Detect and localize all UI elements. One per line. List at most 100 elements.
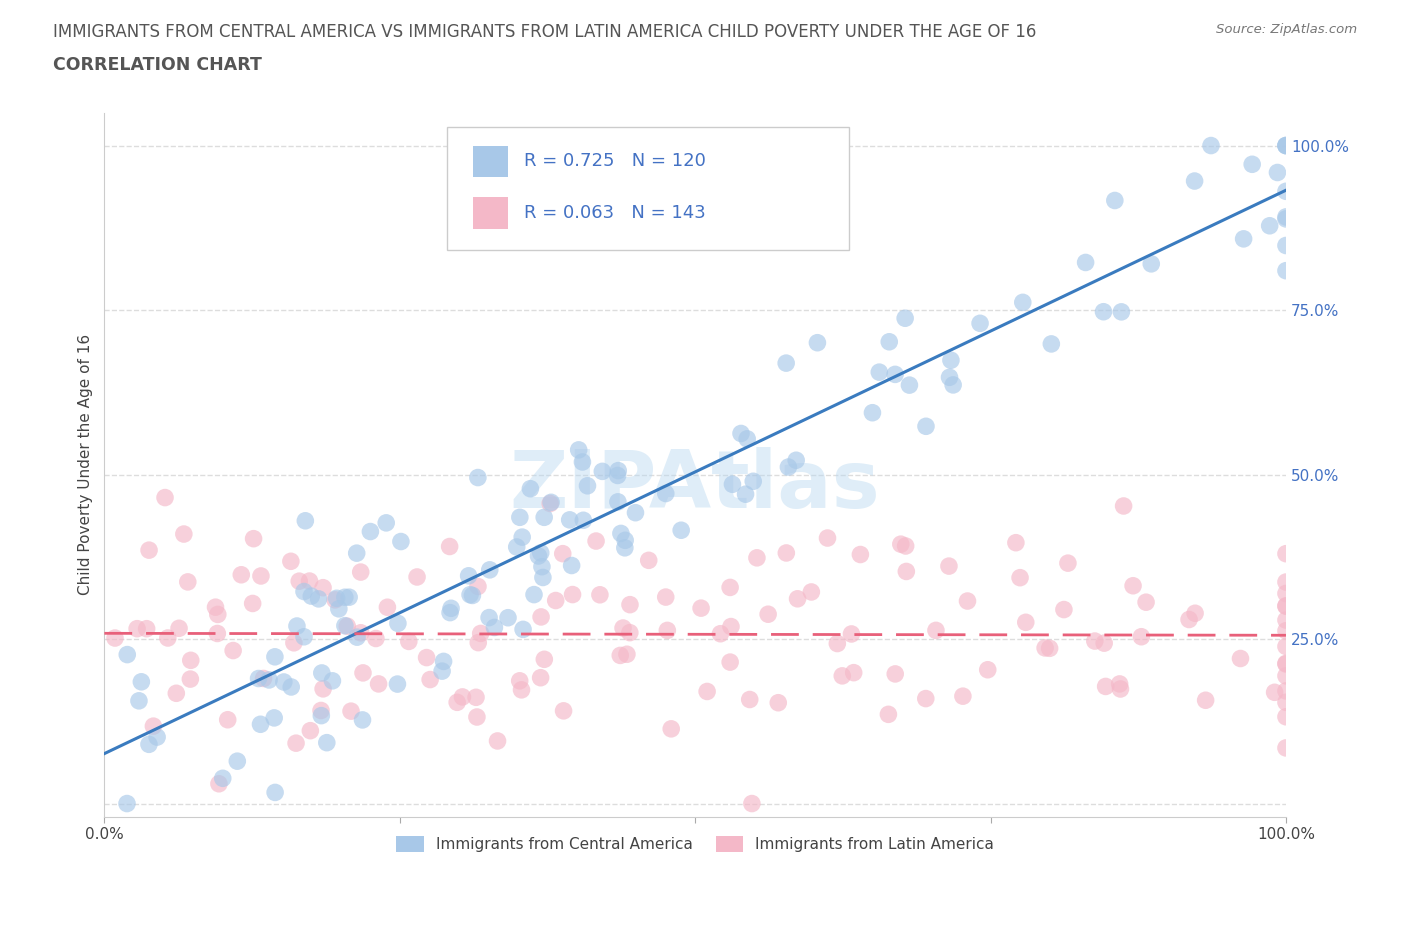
Point — [939, 352, 962, 367]
Point — [956, 593, 979, 608]
Point — [486, 734, 509, 749]
Point — [894, 311, 917, 325]
Point — [730, 426, 752, 441]
Point — [142, 719, 165, 734]
Point — [530, 609, 553, 624]
Point — [938, 559, 960, 574]
Point — [1275, 211, 1298, 226]
Y-axis label: Child Poverty Under the Age of 16: Child Poverty Under the Age of 16 — [79, 334, 93, 595]
Point — [624, 505, 647, 520]
Point — [364, 631, 387, 646]
Point — [862, 405, 884, 420]
Point — [1275, 613, 1298, 628]
Point — [1233, 232, 1256, 246]
Point — [1199, 139, 1222, 153]
Point — [1275, 656, 1298, 671]
Point — [607, 463, 630, 478]
Point — [1092, 636, 1115, 651]
Point — [217, 712, 239, 727]
Point — [350, 565, 373, 579]
Point — [509, 673, 531, 688]
Point — [1178, 612, 1201, 627]
Point — [359, 525, 381, 539]
Point — [415, 650, 437, 665]
Point — [337, 590, 360, 604]
Point — [1275, 139, 1298, 153]
Point — [568, 443, 591, 458]
Point — [430, 664, 453, 679]
Point — [558, 512, 581, 527]
Point — [1109, 682, 1132, 697]
Point — [915, 418, 938, 433]
Point — [533, 652, 555, 667]
Point — [406, 569, 429, 584]
Point — [806, 336, 828, 351]
Point — [484, 620, 506, 635]
Point — [952, 689, 974, 704]
Point — [741, 796, 763, 811]
Point — [180, 653, 202, 668]
Point — [311, 708, 333, 723]
Point — [207, 626, 229, 641]
Point — [914, 691, 936, 706]
Point — [1053, 602, 1076, 617]
Point — [523, 587, 546, 602]
Point — [458, 587, 481, 602]
Point — [115, 796, 138, 811]
Point — [117, 647, 139, 662]
Point — [299, 589, 322, 604]
Point — [849, 547, 872, 562]
Point — [312, 580, 335, 595]
Point — [323, 592, 346, 607]
Point — [738, 692, 761, 707]
Point — [512, 622, 534, 637]
Point — [336, 618, 359, 633]
Point — [352, 666, 374, 681]
Point — [606, 468, 628, 483]
Point — [817, 531, 839, 546]
Point — [589, 588, 612, 603]
Point — [263, 711, 285, 725]
Point — [375, 515, 398, 530]
Point — [1267, 165, 1289, 179]
Point — [890, 537, 912, 551]
Point — [690, 601, 713, 616]
Point — [451, 689, 474, 704]
Point — [294, 513, 316, 528]
Point — [538, 496, 561, 511]
Point — [173, 526, 195, 541]
Point — [312, 682, 335, 697]
Bar — [472, 146, 509, 178]
Point — [478, 610, 501, 625]
Point — [387, 677, 409, 692]
Point — [612, 620, 634, 635]
Point — [467, 470, 489, 485]
Point — [721, 477, 744, 492]
Point — [292, 584, 315, 599]
Point — [1184, 605, 1206, 620]
Point — [165, 685, 187, 700]
Point — [1184, 174, 1206, 189]
Point — [530, 671, 553, 685]
Point — [367, 676, 389, 691]
Point — [283, 635, 305, 650]
Point — [128, 694, 150, 709]
Point — [1275, 684, 1298, 698]
Point — [735, 432, 758, 446]
Point — [614, 533, 637, 548]
Point — [1275, 623, 1298, 638]
Point — [619, 625, 641, 640]
Text: Source: ZipAtlas.com: Source: ZipAtlas.com — [1216, 23, 1357, 36]
Point — [346, 546, 368, 561]
Text: R = 0.063   N = 143: R = 0.063 N = 143 — [524, 204, 706, 221]
Point — [742, 474, 765, 489]
Point — [1057, 556, 1080, 571]
Bar — [472, 197, 509, 229]
Point — [153, 490, 176, 505]
Point — [709, 626, 731, 641]
Point — [696, 684, 718, 699]
Point — [346, 630, 368, 644]
Point — [470, 626, 492, 641]
Point — [478, 563, 501, 578]
Point — [510, 683, 533, 698]
